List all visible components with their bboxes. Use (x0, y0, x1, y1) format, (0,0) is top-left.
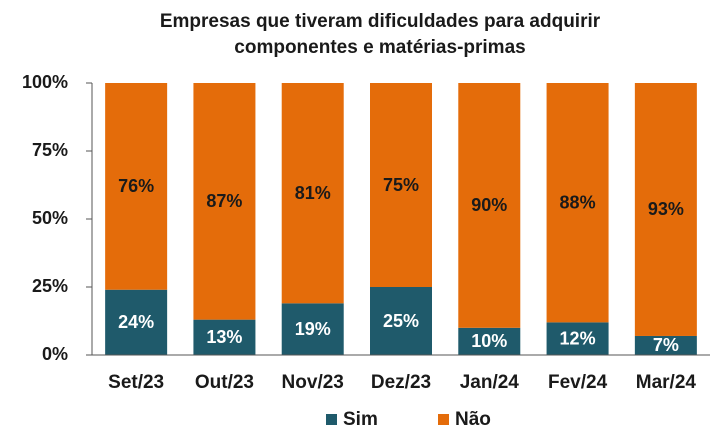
bar-segment (634, 335, 697, 355)
data-label: 81% (295, 183, 331, 203)
bar-segment (105, 289, 168, 355)
data-label: 87% (206, 191, 242, 211)
x-tick-label: Jan/24 (460, 372, 520, 393)
data-label: 10% (471, 331, 507, 351)
legend-swatch (438, 414, 449, 425)
bar-segment (193, 319, 256, 355)
data-label: 90% (471, 195, 507, 215)
data-label: 88% (560, 192, 596, 212)
bar-segment (546, 83, 609, 323)
bar-segment (105, 83, 168, 290)
chart-title: Empresas que tiveram dificuldades para a… (160, 11, 601, 32)
data-label: 13% (206, 327, 242, 347)
data-label: 7% (653, 335, 679, 355)
x-tick-label: Mar/24 (636, 372, 697, 393)
data-label: 25% (383, 311, 419, 331)
y-tick-label: 0% (42, 344, 68, 364)
x-tick-label: Set/23 (108, 372, 164, 393)
bar-segment (193, 83, 256, 320)
bar-segment (281, 83, 344, 304)
bar-segment (370, 287, 432, 355)
legend-swatch (326, 414, 337, 425)
x-tick-label: Dez/23 (371, 372, 431, 393)
data-label: 24% (118, 312, 154, 332)
y-tick-label: 100% (22, 72, 68, 92)
legend-label: Sim (343, 409, 378, 430)
y-tick-label: 50% (32, 208, 68, 228)
legend-label: Não (455, 409, 491, 430)
x-tick-label: Nov/23 (282, 372, 344, 393)
x-tick-label: Fev/24 (548, 372, 608, 393)
bar-segment (458, 83, 521, 328)
bar-segment (370, 83, 432, 287)
bar-segment (546, 322, 609, 355)
data-label: 12% (560, 328, 596, 348)
data-label: 19% (295, 319, 331, 339)
x-tick-label: Out/23 (195, 372, 254, 393)
data-label: 93% (648, 199, 684, 219)
data-label: 76% (118, 176, 154, 196)
bar-segment (634, 83, 697, 336)
chart-title: componentes e matérias-primas (234, 37, 525, 58)
bar-segment (281, 303, 344, 355)
bar-segment (458, 327, 521, 355)
y-tick-label: 25% (32, 276, 68, 296)
data-label: 75% (383, 175, 419, 195)
y-tick-label: 75% (32, 140, 68, 160)
